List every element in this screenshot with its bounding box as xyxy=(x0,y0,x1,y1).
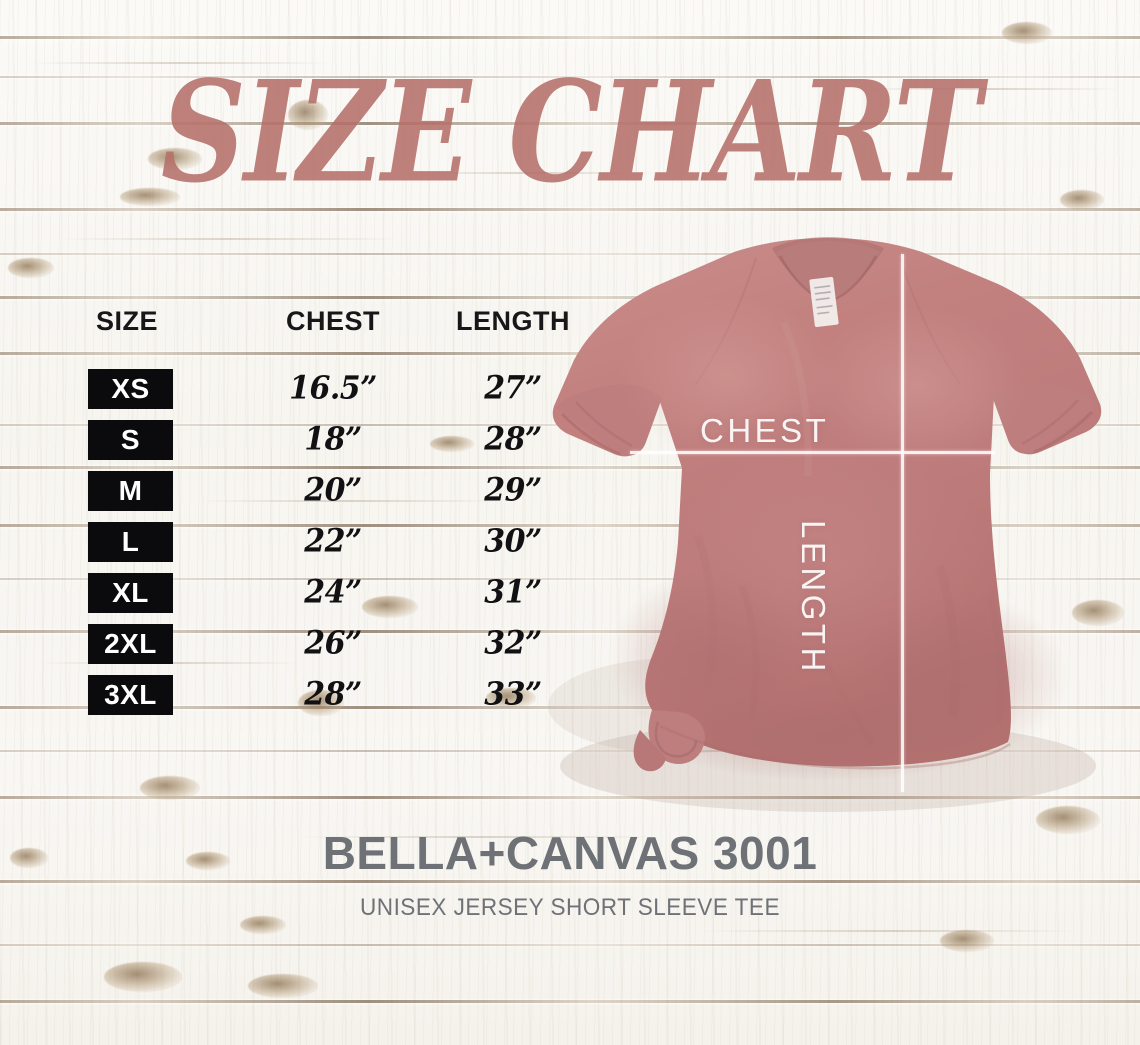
chest-measurement-label: CHEST xyxy=(700,412,830,449)
chest-value: 20” xyxy=(304,471,362,510)
column-header-chest: CHEST xyxy=(285,306,380,336)
length-value: 33” xyxy=(484,675,542,714)
length-value: 29” xyxy=(484,471,542,510)
plank-seam xyxy=(0,880,1140,883)
size-badge: XL xyxy=(88,573,173,613)
plank-seam xyxy=(0,122,1140,125)
plank-seam xyxy=(0,578,1140,580)
size-table: SIZE CHEST LENGTH XS 16.5” 27” S 18” 28” M 20” 2… xyxy=(88,306,570,715)
wood-knot xyxy=(186,852,230,870)
wood-knot xyxy=(8,258,54,278)
wood-knot xyxy=(1002,22,1052,44)
wood-knot xyxy=(362,596,418,618)
chest-value: 22” xyxy=(304,522,362,561)
plank-seam xyxy=(0,208,1140,211)
wood-grain xyxy=(700,930,1080,932)
wood-grain xyxy=(300,836,660,838)
product-tagline: UNISEX JERSEY SHORT SLEEVE TEE xyxy=(360,894,780,921)
wood-grain xyxy=(400,172,660,174)
length-value: 27” xyxy=(484,369,542,408)
wood-knot xyxy=(1036,806,1100,834)
column-header-length: LENGTH xyxy=(456,306,570,336)
wood-knot xyxy=(430,436,474,452)
plank-seam xyxy=(0,466,1140,469)
size-badge-label: 3XL xyxy=(104,679,157,710)
chest-value: 28” xyxy=(304,675,362,714)
size-badge-label: XL xyxy=(112,577,149,608)
size-badge-label: S xyxy=(120,424,141,455)
length-measurement-label: LENGTH xyxy=(795,520,832,675)
table-row: S 18” 28” xyxy=(88,417,558,468)
size-badge: L xyxy=(88,522,173,562)
plank-seam xyxy=(0,944,1140,946)
table-row: L 22” 30” xyxy=(88,519,558,570)
size-badge-label: L xyxy=(121,526,140,557)
chest-value: 18” xyxy=(304,420,362,459)
neck-label xyxy=(809,276,839,328)
chest-value: 26” xyxy=(304,624,362,663)
table-row: XS 16.5” 27” xyxy=(88,366,558,417)
length-measurement-line xyxy=(901,254,904,792)
wood-knot xyxy=(120,188,180,206)
size-badge: 3XL xyxy=(88,675,173,715)
wood-knot xyxy=(240,916,286,934)
plank-seam xyxy=(0,1000,1140,1003)
table-row: 2XL 26” 32” xyxy=(88,621,558,672)
plank-seam xyxy=(0,706,1140,709)
plank-seam xyxy=(0,352,1140,355)
plank-seam xyxy=(0,36,1140,39)
tshirt-illustration xyxy=(548,237,1102,812)
wood-knot xyxy=(248,974,318,998)
chest-value: 16.5” xyxy=(289,369,377,408)
size-badge: M xyxy=(88,471,173,511)
wood-knot xyxy=(940,930,994,952)
wood-grain xyxy=(60,238,400,240)
wood-knot xyxy=(486,688,536,708)
wood-knot xyxy=(140,776,200,800)
size-badge: S xyxy=(88,420,173,460)
wood-knot xyxy=(288,100,328,130)
wood-knot xyxy=(10,848,48,868)
plank-seam xyxy=(0,76,1140,78)
wood-knot xyxy=(298,690,344,716)
size-badge: XS xyxy=(88,369,173,409)
plank-seam xyxy=(0,524,1140,527)
table-row: XL 24” 31” xyxy=(88,570,558,621)
plank-seam xyxy=(0,750,1140,752)
size-badge-label: XS xyxy=(111,373,150,404)
chest-value: 24” xyxy=(304,573,362,612)
column-header-size: SIZE xyxy=(96,306,159,336)
size-badge-label: M xyxy=(118,475,143,506)
length-value: 31” xyxy=(484,573,542,612)
plank-seam xyxy=(0,630,1140,633)
table-row: 3XL 28” 33” xyxy=(88,672,558,723)
length-value: 28” xyxy=(484,420,542,459)
size-badge-label: 2XL xyxy=(104,628,157,659)
wood-knot xyxy=(104,962,182,992)
wood-grain xyxy=(30,62,330,64)
plank-seam xyxy=(0,796,1140,799)
wood-grain xyxy=(860,88,1120,90)
plank-seam xyxy=(0,253,1140,255)
product-photo xyxy=(528,236,1124,816)
length-value: 32” xyxy=(484,624,542,663)
table-body: XS 16.5” 27” S 18” 28” M 20” 29” L 22” 30” XL 24” 31” 2… xyxy=(88,366,558,723)
wood-knot xyxy=(148,148,202,170)
wood-grain xyxy=(200,500,500,502)
table-header-row: SIZE CHEST LENGTH xyxy=(88,306,570,344)
length-value: 30” xyxy=(484,522,542,561)
plank-seam xyxy=(0,296,1140,299)
wood-knot xyxy=(1072,600,1124,626)
size-badge: 2XL xyxy=(88,624,173,664)
wood-knot xyxy=(1060,190,1104,210)
table-row: M 20” 29” xyxy=(88,468,558,519)
chest-measurement-line xyxy=(630,451,995,454)
brand-name: BELLA+CANVAS 3001 xyxy=(322,827,818,879)
